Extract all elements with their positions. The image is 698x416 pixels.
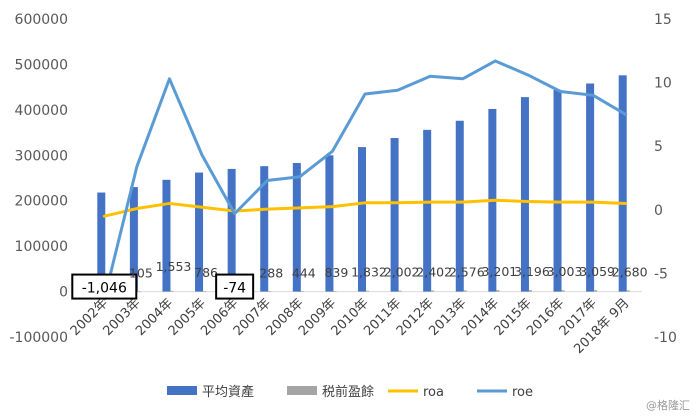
y-left-tick-label: 600000 (15, 12, 68, 28)
bar-average-assets (129, 187, 138, 292)
data-label-pretax-profit: 2,576 (449, 264, 485, 279)
legend-swatch (167, 386, 197, 395)
bar-pretax-profit (626, 290, 630, 292)
data-label-pretax-profit: 2,002 (384, 265, 420, 280)
y-right-tick-label: 15 (654, 12, 672, 28)
y-left-tick-label: 300000 (15, 148, 68, 164)
data-label-pretax-profit: 839 (324, 265, 348, 280)
y-right-tick-label: 10 (654, 76, 672, 92)
bar-pretax-profit (528, 290, 532, 292)
bar-average-assets (195, 172, 204, 292)
data-label-pretax-profit: -74 (223, 281, 246, 297)
bar-average-assets (97, 192, 106, 292)
legend-label: roe (512, 385, 533, 400)
watermark: @格隆汇 (646, 398, 690, 412)
bar-average-assets (520, 97, 529, 292)
data-label-pretax-profit: 1,553 (156, 259, 192, 274)
data-label-pretax-profit: 2,402 (416, 264, 452, 279)
bar-average-assets (325, 155, 334, 292)
bar-pretax-profit (496, 290, 500, 292)
bar-pretax-profit (366, 290, 369, 292)
data-label-pretax-profit: 1,832 (351, 265, 387, 280)
y-left-tick-label: 200000 (15, 194, 68, 210)
line-roa (102, 198, 628, 218)
bar-pretax-profit (300, 291, 304, 292)
bar-pretax-profit (333, 291, 337, 292)
data-label-pretax-profit: 3,003 (547, 264, 583, 279)
bar-pretax-profit (268, 291, 272, 293)
negative-label-box (71, 273, 138, 300)
y-right-tick-label: 5 (654, 139, 663, 155)
data-label-pretax-profit: 105 (129, 266, 153, 281)
legend-label: roa (423, 385, 444, 400)
data-label-pretax-profit: 3,196 (514, 264, 550, 279)
y-left-tick-label: 0 (59, 285, 68, 301)
data-label-pretax-profit: 3,059 (579, 264, 615, 279)
bar-pretax-profit (463, 290, 467, 292)
bar-average-assets (618, 75, 627, 292)
y-right-tick-label: -5 (654, 266, 668, 282)
bar-average-assets (455, 120, 464, 292)
bar-average-assets (553, 89, 562, 292)
bar-pretax-profit (203, 291, 207, 292)
data-label-pretax-profit: 2,680 (612, 264, 648, 279)
y-left-tick-label: 500000 (15, 57, 68, 73)
bar-pretax-profit (594, 290, 598, 292)
bar-average-assets (227, 168, 236, 292)
bar-pretax-profit (170, 290, 174, 292)
bar-pretax-profit (561, 290, 565, 292)
line-roe (102, 59, 628, 301)
bar-average-assets (358, 147, 366, 292)
legend-swatch (287, 386, 317, 395)
bar-average-assets (292, 163, 301, 292)
data-label-pretax-profit: 444 (292, 265, 316, 280)
y-left-tick-label: 400000 (15, 103, 68, 119)
bar-average-assets (260, 166, 269, 292)
data-label-pretax-profit: 288 (259, 265, 283, 280)
data-label-pretax-profit: 786 (194, 265, 218, 280)
y-right-tick-label: 0 (654, 203, 663, 219)
y-right-tick-label: -10 (654, 330, 677, 346)
bar-pretax-profit (137, 291, 141, 293)
y-left-tick-label: -100000 (10, 330, 69, 346)
bar-average-assets (586, 83, 595, 292)
bar-average-assets (162, 179, 171, 292)
y-left-tick-label: 100000 (15, 239, 68, 255)
negative-label-box (215, 273, 255, 300)
legend-label: 平均資產 (202, 384, 254, 400)
legend-label: 税前盈餘 (322, 384, 374, 400)
bar-pretax-profit (431, 290, 435, 292)
bar-average-assets (390, 138, 399, 292)
bar-average-assets (423, 129, 432, 292)
bar-pretax-profit (398, 290, 402, 292)
data-label-pretax-profit: -1,046 (82, 281, 127, 297)
data-label-pretax-profit: 3,201 (481, 264, 517, 279)
